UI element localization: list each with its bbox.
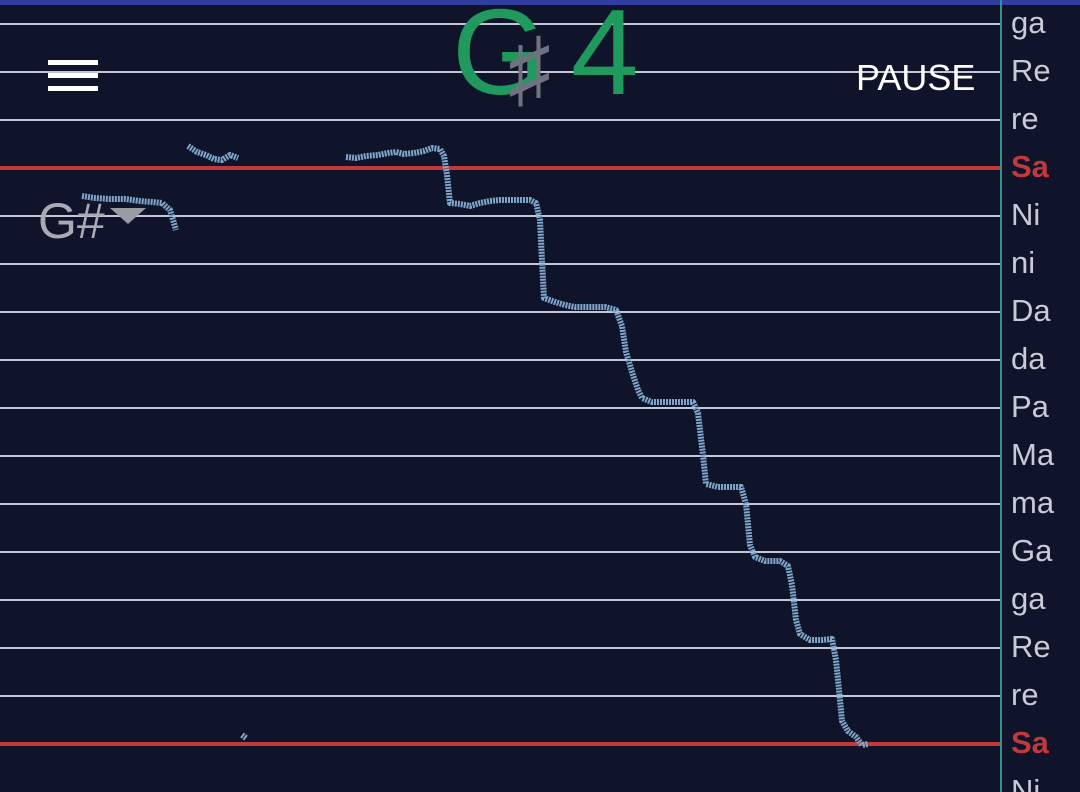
pitch-trace-segment: [81, 193, 179, 231]
scale-note-label: Ga: [1011, 533, 1053, 568]
scale-note-label: ga: [1011, 5, 1046, 40]
scale-note-label: ga: [1011, 581, 1046, 616]
scale-note-label: ni: [1011, 245, 1036, 280]
detected-note-octave: 4: [570, 0, 639, 120]
scale-note-label: Ni: [1011, 773, 1041, 792]
scale-note-label: Ma: [1011, 437, 1055, 472]
scale-note-label: re: [1011, 677, 1039, 712]
scale-note-label: Sa: [1011, 725, 1049, 760]
scale-note-label: Da: [1011, 293, 1051, 328]
sharp-icon: ♯: [508, 21, 551, 117]
pitch-trace-segment: [186, 143, 240, 163]
scale-divider: [1000, 0, 1002, 792]
scale-note-label: Pa: [1011, 389, 1049, 424]
pitch-trace: [81, 143, 869, 748]
menu-button[interactable]: [48, 60, 98, 96]
scale-note-label: Ni: [1011, 197, 1041, 232]
scale-note-label: Sa: [1011, 149, 1049, 184]
scale-note-label: re: [1011, 101, 1039, 136]
scale-note-label: Re: [1011, 629, 1051, 664]
pitch-trace-segment: [240, 732, 248, 741]
pitch-graph: [0, 23, 1000, 748]
pause-button[interactable]: PAUSE: [856, 57, 976, 98]
caret-down-icon: [110, 208, 146, 224]
hamburger-menu-icon: [48, 60, 98, 65]
scale-note-label: da: [1011, 341, 1046, 376]
key-selector-dropdown[interactable]: G#: [38, 193, 146, 249]
grid-lines: [0, 23, 1000, 746]
scale-note-label: ma: [1011, 485, 1055, 520]
key-selector-label: G#: [38, 193, 105, 249]
detected-note-letter: G: [452, 0, 547, 120]
hamburger-menu-icon-bar: [48, 73, 98, 78]
pitch-trace-segment: [345, 145, 869, 748]
scale-note-label: Re: [1011, 53, 1051, 88]
hamburger-menu-icon-bar: [48, 86, 98, 91]
status-accent-bar: [0, 0, 1080, 5]
